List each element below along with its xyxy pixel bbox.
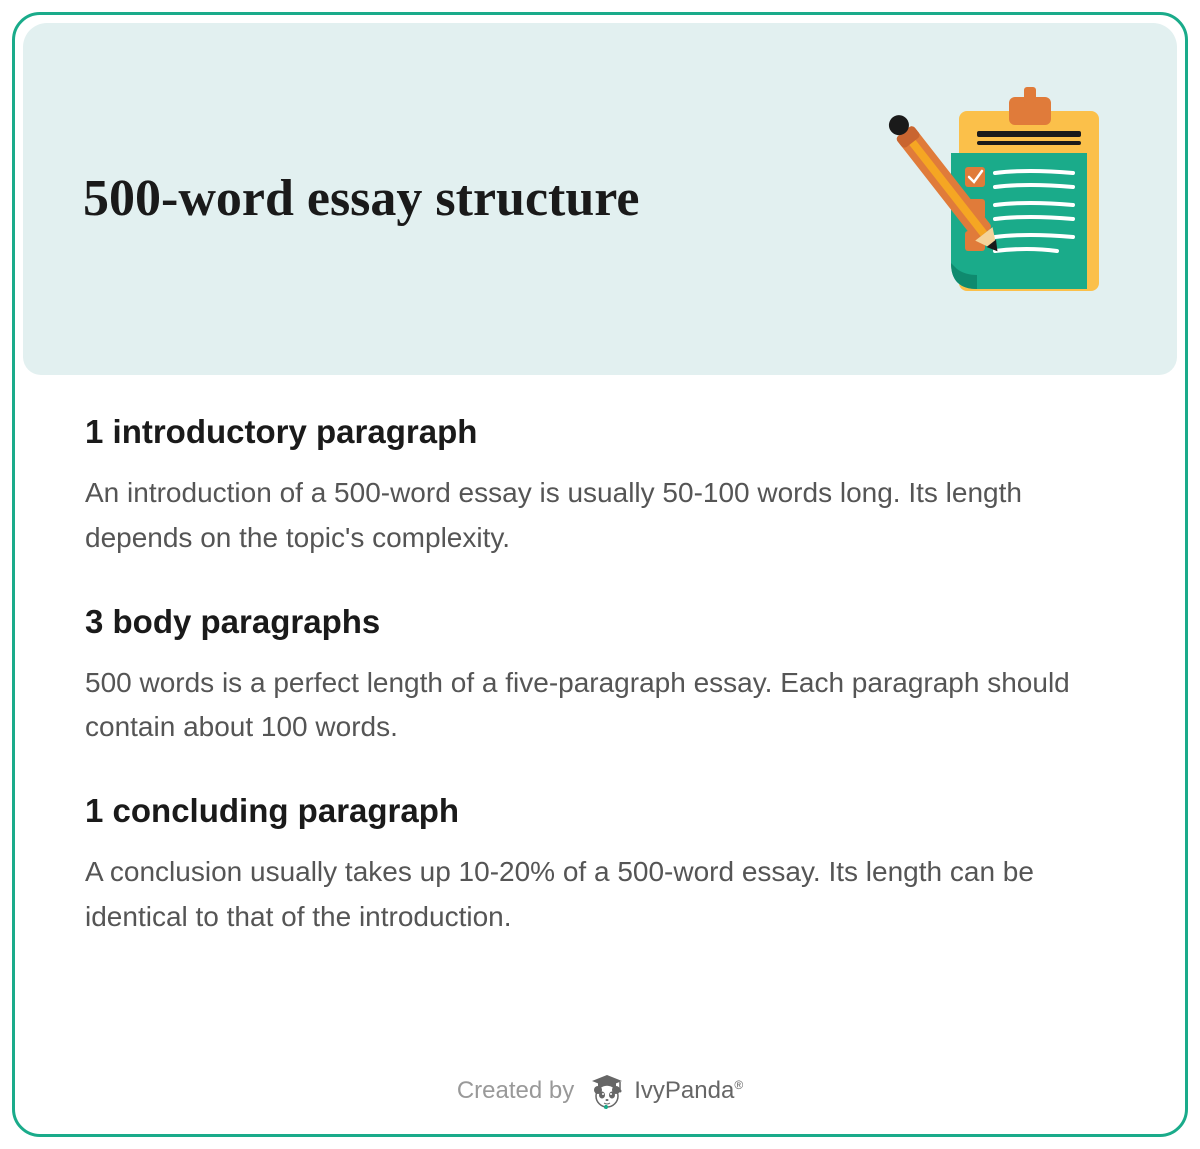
section-title: 1 concluding paragraph (85, 792, 1115, 830)
content-area: 1 introductory paragraph An introduction… (15, 383, 1185, 1002)
infographic-card: 500-word essay structure (12, 12, 1188, 1137)
section-body: A conclusion usually takes up 10-20% of … (85, 850, 1115, 940)
header-panel: 500-word essay structure (23, 23, 1177, 375)
page-title: 500-word essay structure (83, 168, 640, 230)
brand-logo: IvyPanda® (588, 1072, 743, 1110)
section-title: 3 body paragraphs (85, 603, 1115, 641)
clipboard-pencil-icon (877, 79, 1117, 319)
section-body: 500 words is a perfect length of a five-… (85, 661, 1115, 751)
footer: Created by IvyPanda® (15, 1072, 1185, 1110)
section-body: An introduction of a 500-word essay is u… (85, 471, 1115, 561)
section-intro: 1 introductory paragraph An introduction… (85, 413, 1115, 561)
created-by-label: Created by (457, 1077, 574, 1105)
section-body-paragraphs: 3 body paragraphs 500 words is a perfect… (85, 603, 1115, 751)
brand-name: IvyPanda® (634, 1077, 743, 1105)
section-title: 1 introductory paragraph (85, 413, 1115, 451)
section-conclusion: 1 concluding paragraph A conclusion usua… (85, 792, 1115, 940)
ivypanda-logo-icon (588, 1072, 626, 1110)
